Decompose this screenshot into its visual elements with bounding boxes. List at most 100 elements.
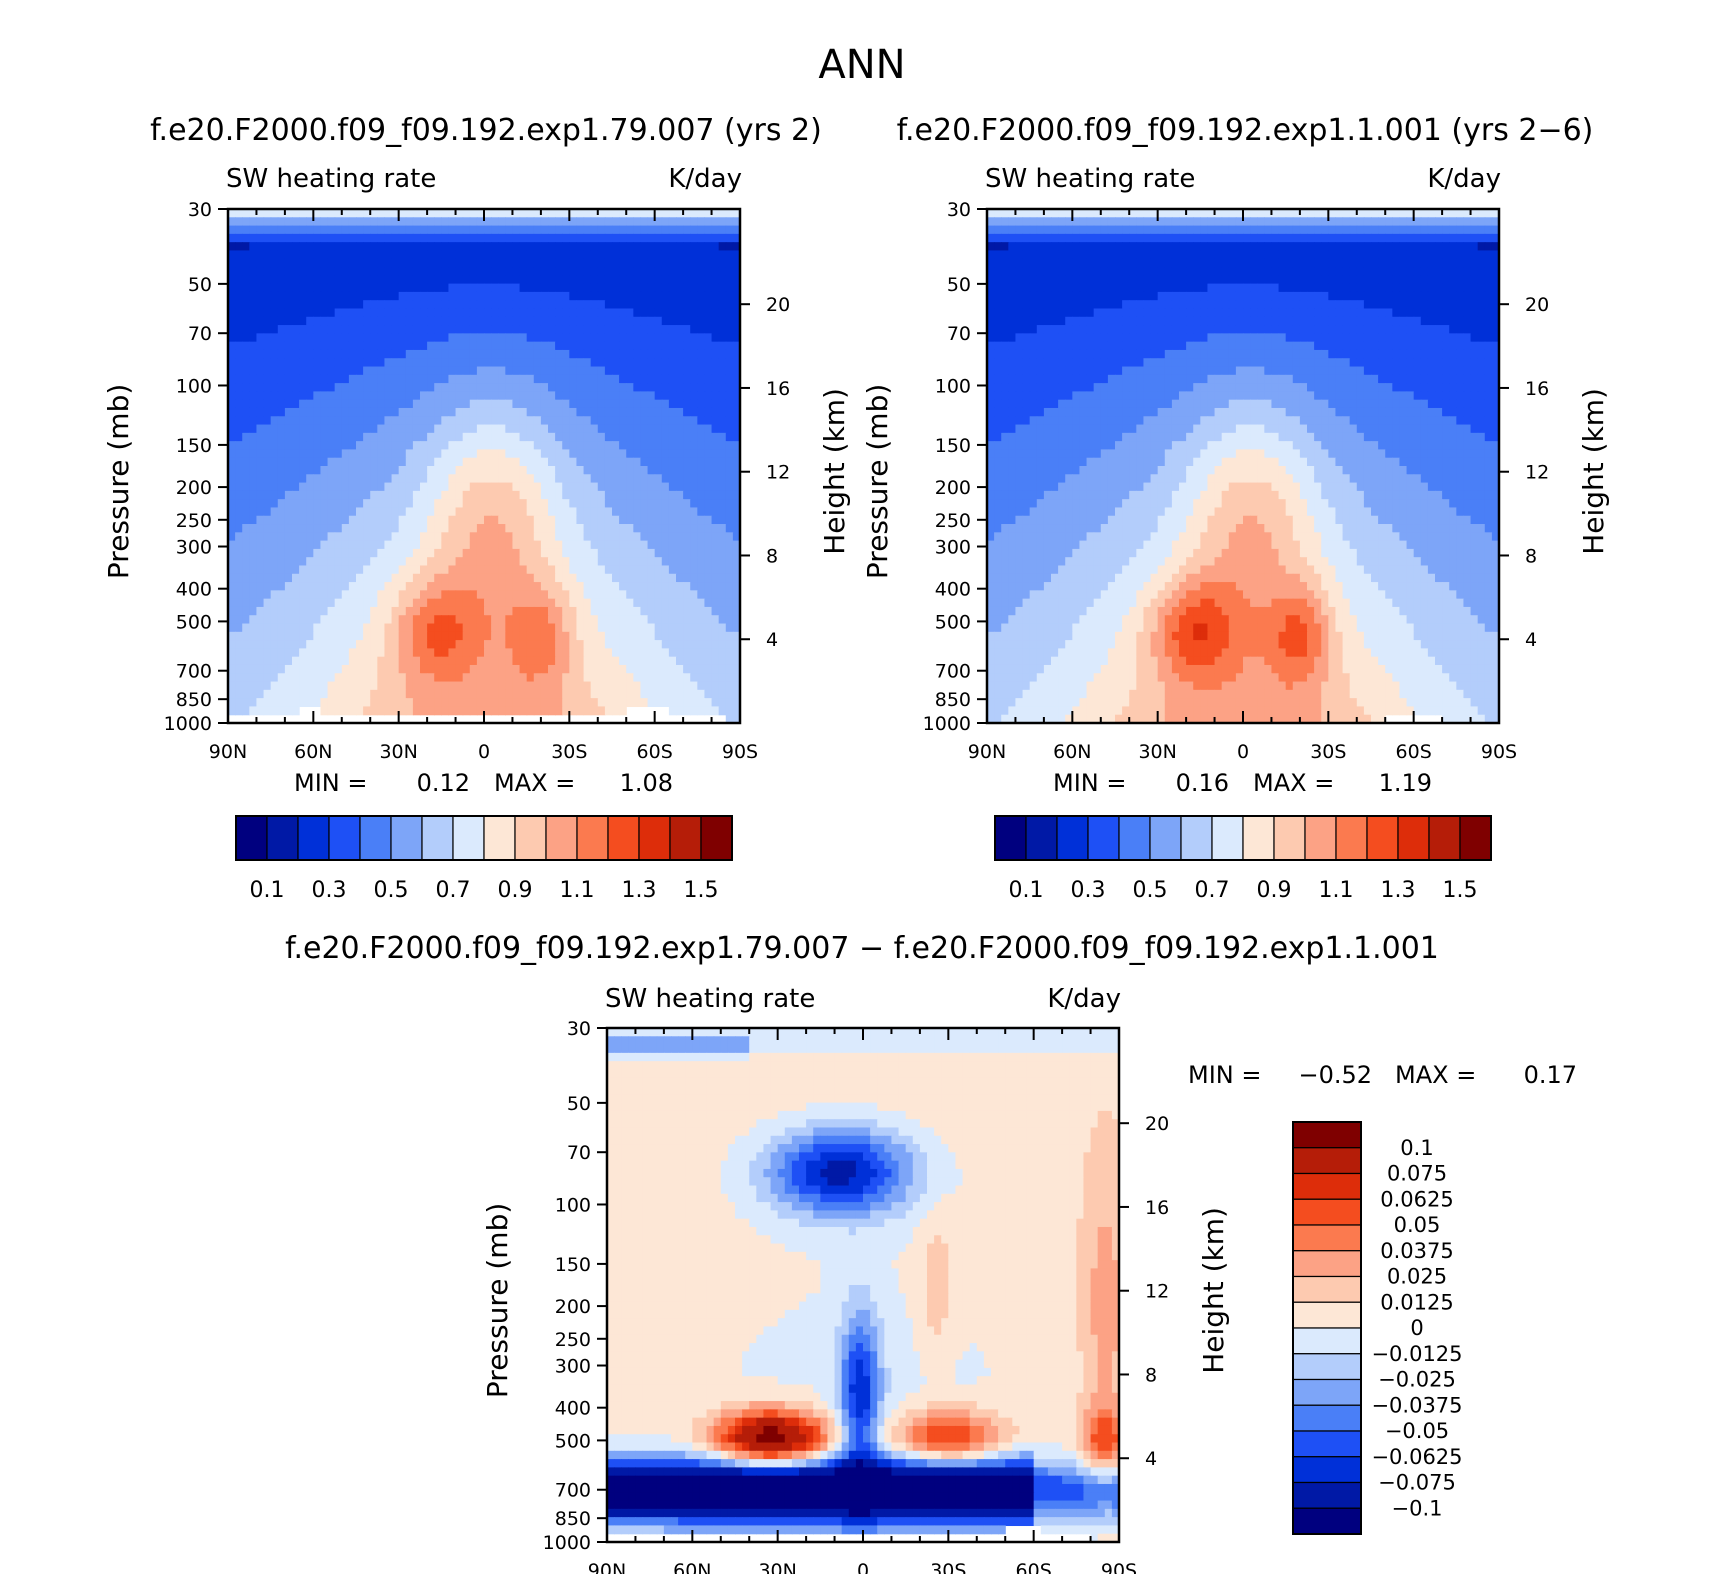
field-cell [619,458,627,467]
field-cell [690,433,698,442]
field-cell [562,648,570,657]
field-cell [256,673,264,682]
field-cell [363,557,371,566]
field-cell [384,400,392,409]
field-cell [420,441,428,450]
field-cell [235,706,243,715]
field-cell [413,640,421,649]
field-cell [363,275,371,284]
field-cell [242,673,250,682]
field-cell [1314,209,1322,218]
field-cell [534,599,542,608]
field-cell [712,690,720,699]
field-cell [719,250,727,259]
field-cell [612,466,620,475]
field-cell [534,408,542,417]
field-cell [662,549,670,558]
field-cell [399,234,407,243]
field-cell [285,466,293,475]
field-cell [633,375,641,384]
field-cell [541,516,549,525]
field-cell [683,350,691,359]
field-cell [584,350,592,359]
field-cell [626,333,634,342]
field-cell [264,275,272,284]
field-cell [662,300,670,309]
field-cell [463,474,471,483]
field-cell [342,706,350,715]
field-cell [406,300,414,309]
field-cell [1101,209,1109,218]
field-cell [619,325,627,334]
field-cell [704,433,712,442]
field-cell [1037,259,1045,268]
field-cell [320,284,328,293]
field-cell [1328,242,1336,251]
field-cell [605,690,613,699]
field-cell [285,499,293,508]
field-cell [448,565,456,574]
field-cell [690,242,698,251]
field-cell [562,350,570,359]
field-cell [235,557,243,566]
field-cell [392,665,400,674]
field-cell [335,226,343,235]
field-cell [292,607,300,616]
field-cell [363,250,371,259]
field-cell [505,234,513,243]
field-cell [541,632,549,641]
field-cell [612,367,620,376]
field-cell [392,474,400,483]
field-cell [399,499,407,508]
field-cell [626,242,634,251]
field-cell [441,690,449,699]
field-cell [292,259,300,268]
field-cell [683,657,691,666]
field-cell [505,408,513,417]
field-cell [527,425,535,434]
field-cell [392,300,400,309]
field-cell [406,425,414,434]
field-cell [612,358,620,367]
field-cell [605,524,613,533]
field-cell [704,698,712,707]
field-cell [235,333,243,342]
field-cell [527,250,535,259]
field-cell [484,690,492,699]
field-cell [719,383,727,392]
field-cell [1414,242,1422,251]
field-cell [584,259,592,268]
field-cell [1392,217,1400,226]
field-cell [256,358,264,367]
field-cell [584,582,592,591]
field-cell [456,507,464,516]
field-cell [576,375,584,384]
field-cell [655,433,663,442]
field-cell [1207,242,1215,251]
field-cell [569,682,577,691]
field-cell [406,400,414,409]
field-cell [655,375,663,384]
field-cell [655,590,663,599]
field-cell [669,557,677,566]
field-cell [342,317,350,326]
field-cell [541,615,549,624]
field-cell [477,532,485,541]
field-cell [427,234,435,243]
field-cell [356,284,364,293]
field-cell [349,400,357,409]
field-cell [278,632,286,641]
field-cell [448,358,456,367]
field-cell [548,267,556,276]
field-cell [434,640,442,649]
field-cell [520,275,528,284]
field-cell [313,433,321,442]
field-cell [420,391,428,400]
field-cell [498,499,506,508]
field-cell [413,226,421,235]
field-cell [342,425,350,434]
field-cell [377,333,385,342]
field-cell [712,516,720,525]
field-cell [328,565,336,574]
field-cell [271,300,279,309]
